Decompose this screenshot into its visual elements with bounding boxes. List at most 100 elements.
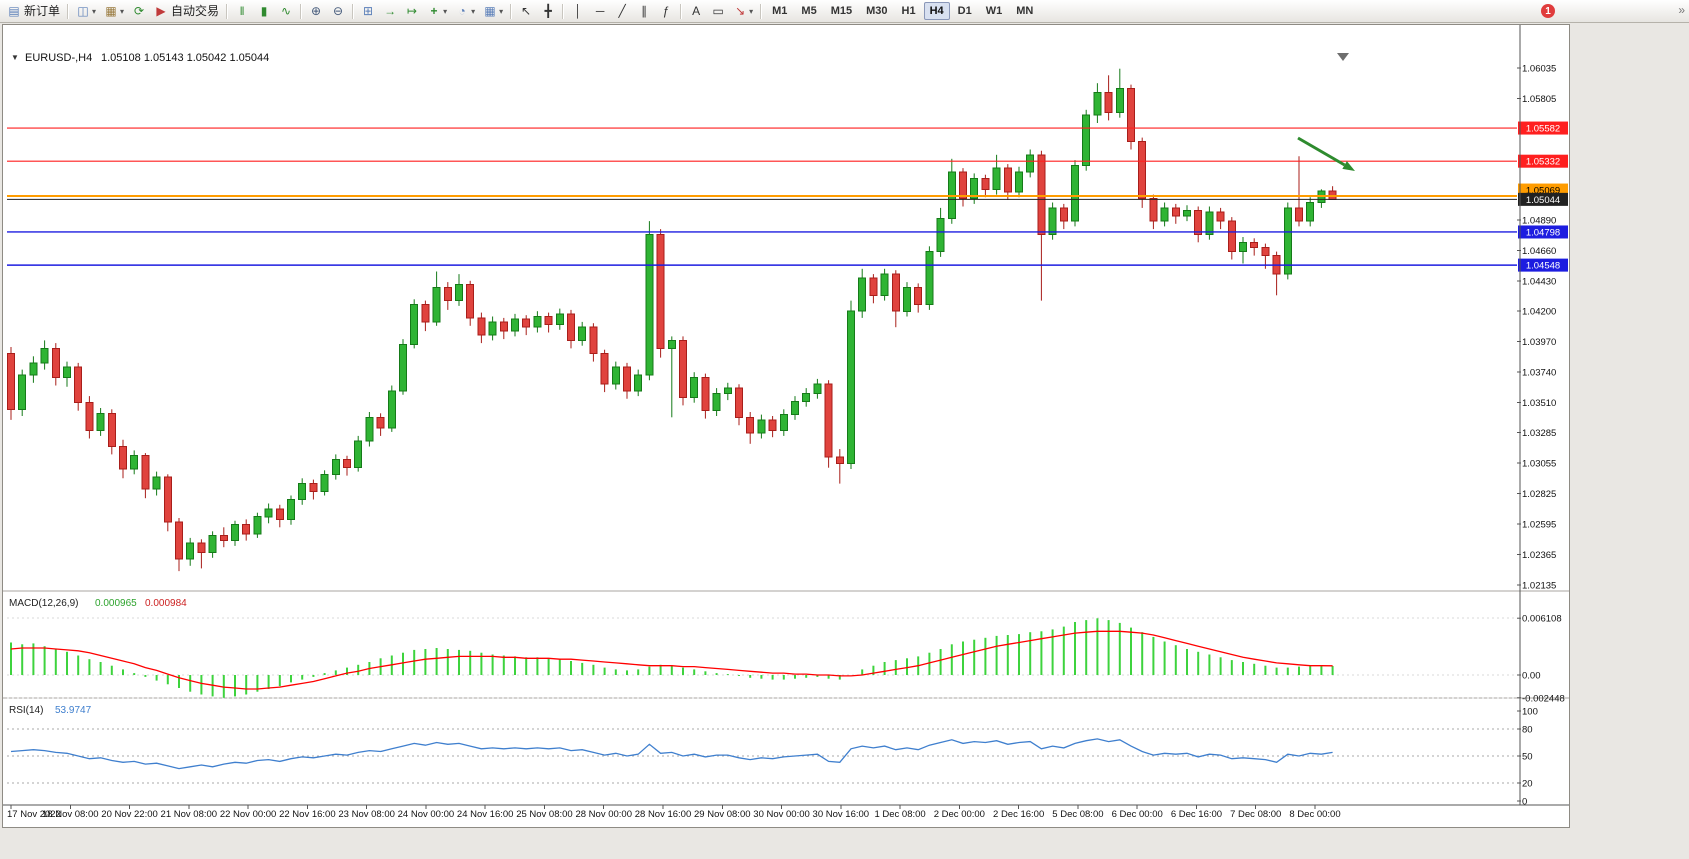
dropdown-arrow-icon: ▾ xyxy=(443,6,448,16)
cursor-button[interactable]: ↖ xyxy=(516,2,536,21)
line-chart-button[interactable]: ∿ xyxy=(276,2,296,21)
equidistant-channel-button[interactable]: ∥ xyxy=(634,2,654,21)
vertical-line-icon: │ xyxy=(574,3,582,18)
price-axis[interactable]: 1.06035 1.05805 1.04890 1.04660 1.04430 1.042… xyxy=(1517,64,1568,592)
chart-shift-button[interactable]: ↦ xyxy=(402,2,422,21)
autotrading-icon: ▶ xyxy=(156,3,166,18)
dropdown-arrow-icon: ▾ xyxy=(499,6,504,16)
rsi-indicator-label: RSI(14) xyxy=(9,705,43,716)
time-tick-label: 30 Nov 00:00 xyxy=(753,809,810,820)
time-tick-label: 5 Dec 08:00 xyxy=(1052,809,1103,820)
templates-button[interactable]: ▦ ▾ xyxy=(480,2,506,21)
text-label-button[interactable]: ▭ xyxy=(708,2,728,21)
time-tick-label: 8 Dec 00:00 xyxy=(1289,809,1340,820)
toolbar-separator xyxy=(67,3,70,19)
vertical-line-button[interactable]: │ xyxy=(568,2,588,21)
price-tick-label: 1.04890 xyxy=(1522,215,1556,226)
toolbar-separator xyxy=(300,3,303,19)
macd-value-signal: 0.000984 xyxy=(145,598,187,609)
new-chart-button[interactable]: ◫ ▾ xyxy=(73,2,99,21)
new-order-button[interactable]: ▤ 新订单 xyxy=(4,2,63,21)
zoom-in-button[interactable]: ⊕ xyxy=(306,2,326,21)
equidistant-channel-icon: ∥ xyxy=(641,3,648,18)
timeframe-M5-button[interactable]: M5 xyxy=(801,5,817,17)
rsi-axis-tick: 50 xyxy=(1522,752,1533,763)
time-tick-label: 1 Dec 08:00 xyxy=(874,809,925,820)
candlestick-chart-button[interactable]: ▮ xyxy=(254,2,274,21)
periods-button[interactable]: ◔ ▾ xyxy=(452,2,478,21)
bar-chart-button[interactable]: ‖ xyxy=(232,2,252,21)
timeframe-D1-button[interactable]: D1 xyxy=(957,5,972,17)
toolbar-overflow-icon[interactable]: » xyxy=(1678,3,1685,17)
price-label-box xyxy=(1518,225,1568,239)
auto-scroll-button[interactable]: → xyxy=(380,2,400,21)
time-tick-label: 22 Nov 00:00 xyxy=(220,809,277,820)
time-tick-label: 18 Nov 08:00 xyxy=(42,809,99,820)
chart-ohlc-values: 1.05108 1.05143 1.05042 1.05044 xyxy=(101,52,269,64)
timeframe-W1-button[interactable]: W1 xyxy=(985,5,1003,17)
time-tick-label: 30 Nov 16:00 xyxy=(813,809,870,820)
toolbar-separator xyxy=(352,3,355,19)
indicators-button[interactable]: + ▾ xyxy=(424,2,450,21)
time-tick-label: 7 Dec 08:00 xyxy=(1230,809,1281,820)
time-tick-label: 24 Nov 16:00 xyxy=(457,809,514,820)
timeframe-M30-button[interactable]: M30 xyxy=(866,5,888,17)
macd-axis-tick: -0.002448 xyxy=(1522,693,1565,704)
cursor-icon: ↖ xyxy=(521,3,532,18)
time-tick-label: 29 Nov 08:00 xyxy=(694,809,751,820)
timeframe-MN-button[interactable]: MN xyxy=(1016,5,1034,17)
time-tick-label: 28 Nov 00:00 xyxy=(575,809,632,820)
chart-header: ▼ EURUSD-,H4 1.05108 1.05143 1.05042 1.050… xyxy=(11,52,269,64)
rsi-axis-tick: 100 xyxy=(1522,707,1538,718)
chart-shift-icon: ↦ xyxy=(407,3,418,18)
timeframe-H1-button[interactable]: H1 xyxy=(901,5,916,17)
dropdown-arrow-icon: ▾ xyxy=(749,6,754,16)
timeframe-toolbar: M1 M5 M15 M30 H1 H4 D1 W1 MN xyxy=(765,0,1040,22)
zoom-out-icon: ⊖ xyxy=(333,3,344,18)
timeframe-H4-button[interactable]: H4 xyxy=(923,2,950,20)
time-tick-label: 20 Nov 22:00 xyxy=(101,809,158,820)
trend-arrow-annotation[interactable] xyxy=(1297,136,1346,167)
crosshair-button[interactable]: ╋ xyxy=(538,2,558,21)
time-tick-label: 6 Dec 00:00 xyxy=(1112,809,1163,820)
autotrading-button[interactable]: ▶ 自动交易 xyxy=(151,2,222,21)
new-order-icon: ▤ xyxy=(8,3,20,18)
time-tick-label: 23 Nov 08:00 xyxy=(338,809,395,820)
price-tick-label: 1.03740 xyxy=(1522,368,1556,379)
zoom-out-button[interactable]: ⊖ xyxy=(328,2,348,21)
new-order-label: 新订单 xyxy=(24,3,61,18)
time-tick-label: 24 Nov 00:00 xyxy=(398,809,455,820)
price-label-1.05332: 1.05332 xyxy=(1526,157,1560,168)
price-tick-label: 1.03055 xyxy=(1522,459,1556,470)
horizontal-line-button[interactable]: ─ xyxy=(590,2,610,21)
annotations xyxy=(1297,53,1355,171)
toolbar-separator xyxy=(680,3,683,19)
macd-axis-tick: 0.006108 xyxy=(1522,614,1562,625)
toolbar-separator xyxy=(226,3,229,19)
timeframe-M15-button[interactable]: M15 xyxy=(830,5,853,17)
text-icon: A xyxy=(692,3,701,18)
trendline-button[interactable]: ╱ xyxy=(612,2,632,21)
templates-icon: ▦ xyxy=(484,3,496,18)
horizontal-line-objects xyxy=(7,127,1517,266)
line-chart-icon: ∿ xyxy=(281,3,292,18)
tile-windows-button[interactable]: ⊞ xyxy=(358,2,378,21)
arrows-list-button[interactable]: ↘ ▾ xyxy=(730,2,756,21)
refresh-button[interactable]: ⟳ xyxy=(129,2,149,21)
text-button[interactable]: A xyxy=(686,2,706,21)
candlestick-series xyxy=(7,68,1337,572)
time-tick-label: 21 Nov 08:00 xyxy=(161,809,218,820)
one-click-trading-toggle[interactable]: ▼ xyxy=(11,53,19,62)
timeframe-M1-button[interactable]: M1 xyxy=(772,5,788,17)
toolbar-separator xyxy=(760,3,763,19)
trend-arrow-head[interactable] xyxy=(1342,161,1355,171)
standard-toolbar-group: ▤ 新订单 ◫ ▾ ▦ ▾ ⟳ ▶ 自动交易 ‖ ▮ ∿ ⊕ ⊖ ⊞ → ↦ + ▾ ◔ ▾ ▦ ▾ ↖ ╋ │ ─ ╱ ∥ ƒ A ▭ ↘ ▾ xyxy=(3,0,765,22)
fibonacci-button[interactable]: ƒ xyxy=(656,2,676,21)
profiles-button[interactable]: ▦ ▾ xyxy=(101,2,127,21)
chart-shift-marker[interactable] xyxy=(1337,53,1349,61)
candlestick-chart-icon: ▮ xyxy=(260,3,268,18)
rsi-axis-tick: 20 xyxy=(1522,779,1533,790)
notification-badge[interactable]: 1 xyxy=(1541,4,1555,18)
bid-price-label: 1.05044 xyxy=(1526,195,1560,206)
